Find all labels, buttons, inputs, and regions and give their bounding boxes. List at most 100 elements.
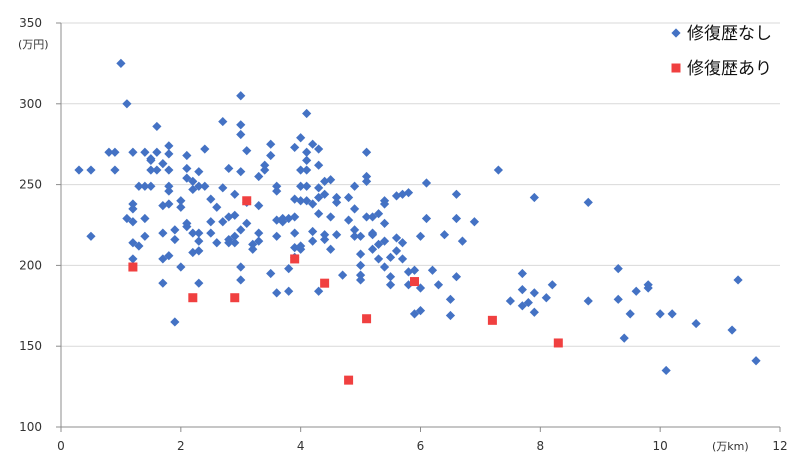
point-no-repair-215 bbox=[547, 280, 557, 290]
point-no-repair-59 bbox=[194, 246, 204, 256]
point-no-repair-193 bbox=[421, 213, 432, 224]
point-no-repair-66 bbox=[212, 202, 222, 212]
point-no-repair-95 bbox=[260, 165, 270, 175]
point-no-repair-70 bbox=[218, 116, 228, 127]
legend-label-2: 修復歴あり bbox=[687, 59, 772, 79]
point-repaired-5 bbox=[320, 278, 330, 288]
point-no-repair-77 bbox=[230, 231, 240, 241]
y-tick-label-150: 150 bbox=[19, 339, 42, 353]
point-no-repair-160 bbox=[361, 147, 372, 157]
point-no-repair-229 bbox=[727, 325, 737, 335]
point-no-repair-196 bbox=[433, 280, 444, 290]
point-no-repair-52 bbox=[188, 184, 198, 195]
point-repaired-0 bbox=[128, 262, 138, 272]
point-repaired-8 bbox=[410, 277, 420, 287]
point-no-repair-178 bbox=[385, 280, 396, 290]
point-no-repair-15 bbox=[134, 181, 144, 191]
x-unit-label: (万km) bbox=[712, 440, 749, 453]
point-no-repair-38 bbox=[164, 199, 174, 209]
point-no-repair-163 bbox=[361, 212, 372, 222]
point-no-repair-48 bbox=[182, 173, 192, 183]
point-no-repair-184 bbox=[397, 254, 408, 264]
point-no-repair-24 bbox=[146, 181, 156, 191]
point-no-repair-122 bbox=[302, 108, 312, 119]
point-no-repair-141 bbox=[320, 234, 330, 245]
point-no-repair-2 bbox=[86, 231, 96, 241]
point-no-repair-8 bbox=[122, 213, 132, 224]
x-tick-label-0: 0 bbox=[57, 439, 65, 453]
point-no-repair-20 bbox=[140, 231, 150, 241]
point-no-repair-103 bbox=[272, 231, 282, 241]
point-no-repair-126 bbox=[302, 181, 312, 191]
point-no-repair-172 bbox=[379, 199, 390, 209]
point-no-repair-137 bbox=[314, 286, 324, 296]
point-no-repair-177 bbox=[385, 272, 396, 282]
point-no-repair-143 bbox=[326, 212, 336, 222]
point-no-repair-150 bbox=[344, 215, 354, 225]
point-no-repair-125 bbox=[302, 165, 312, 175]
point-no-repair-228 bbox=[691, 318, 701, 329]
point-no-repair-25 bbox=[152, 121, 162, 132]
point-no-repair-221 bbox=[625, 309, 635, 319]
point-no-repair-206 bbox=[505, 296, 515, 306]
point-no-repair-144 bbox=[326, 244, 336, 254]
point-no-repair-106 bbox=[278, 213, 288, 224]
point-no-repair-225 bbox=[655, 309, 665, 319]
point-no-repair-81 bbox=[236, 262, 246, 272]
point-no-repair-198 bbox=[445, 294, 456, 304]
point-no-repair-111 bbox=[290, 243, 300, 253]
point-no-repair-155 bbox=[355, 231, 366, 241]
point-no-repair-94 bbox=[254, 236, 264, 246]
point-no-repair-182 bbox=[397, 189, 408, 199]
point-no-repair-23 bbox=[146, 165, 156, 175]
x-tick-label-2: 2 bbox=[177, 439, 185, 453]
point-no-repair-80 bbox=[236, 225, 246, 235]
point-no-repair-75 bbox=[230, 189, 240, 199]
point-no-repair-116 bbox=[296, 133, 306, 143]
point-no-repair-40 bbox=[170, 225, 180, 235]
legend-label-1: 修復歴なし bbox=[687, 24, 772, 44]
point-repaired-6 bbox=[344, 375, 354, 385]
y-tick-label-250: 250 bbox=[19, 178, 42, 192]
point-no-repair-18 bbox=[140, 181, 150, 191]
point-no-repair-43 bbox=[176, 196, 186, 206]
point-no-repair-147 bbox=[332, 230, 342, 240]
point-no-repair-231 bbox=[751, 356, 761, 366]
point-no-repair-107 bbox=[284, 264, 294, 274]
point-no-repair-0 bbox=[74, 165, 84, 175]
point-no-repair-91 bbox=[254, 171, 264, 182]
point-no-repair-148 bbox=[338, 270, 348, 280]
point-no-repair-7 bbox=[122, 99, 132, 109]
point-no-repair-114 bbox=[290, 194, 300, 204]
point-no-repair-209 bbox=[517, 268, 527, 279]
point-no-repair-119 bbox=[296, 196, 306, 206]
point-no-repair-135 bbox=[314, 192, 324, 203]
point-no-repair-63 bbox=[206, 194, 216, 204]
point-no-repair-11 bbox=[128, 217, 138, 227]
point-no-repair-6 bbox=[116, 58, 126, 68]
point-no-repair-133 bbox=[314, 160, 324, 170]
x-tick-label-8: 8 bbox=[537, 439, 545, 453]
point-no-repair-84 bbox=[236, 120, 246, 130]
point-no-repair-166 bbox=[367, 230, 378, 240]
point-no-repair-216 bbox=[583, 197, 593, 207]
point-no-repair-53 bbox=[188, 228, 198, 238]
point-no-repair-220 bbox=[619, 333, 629, 343]
point-no-repair-62 bbox=[200, 181, 210, 191]
point-no-repair-96 bbox=[260, 160, 270, 170]
point-no-repair-176 bbox=[385, 252, 396, 262]
point-no-repair-71 bbox=[224, 163, 234, 174]
point-no-repair-156 bbox=[355, 249, 366, 259]
point-no-repair-28 bbox=[158, 158, 168, 169]
point-no-repair-45 bbox=[176, 262, 186, 272]
point-no-repair-39 bbox=[164, 251, 174, 261]
point-no-repair-9 bbox=[128, 199, 138, 209]
point-no-repair-4 bbox=[110, 147, 120, 157]
point-no-repair-185 bbox=[403, 188, 414, 198]
point-no-repair-83 bbox=[236, 91, 246, 101]
point-repaired-3 bbox=[242, 196, 252, 206]
point-no-repair-181 bbox=[391, 246, 402, 256]
point-no-repair-207 bbox=[517, 301, 527, 311]
